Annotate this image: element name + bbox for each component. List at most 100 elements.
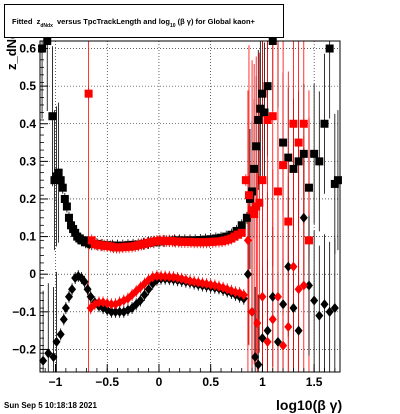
data-point <box>94 297 103 308</box>
data-point <box>258 291 267 302</box>
data-point <box>68 284 77 295</box>
data-point <box>54 168 63 177</box>
data-point <box>258 333 267 344</box>
data-point <box>279 340 288 351</box>
data-point <box>44 348 53 359</box>
x-tick-label: 0 <box>156 375 163 389</box>
data-point <box>251 351 260 362</box>
data-point <box>239 289 248 300</box>
data-point <box>250 164 259 173</box>
data-point <box>294 138 303 147</box>
data-point <box>263 336 272 347</box>
data-point <box>52 336 61 347</box>
y-tick-label: 0 <box>29 267 36 281</box>
data-point <box>64 291 73 302</box>
data-point <box>243 235 252 246</box>
data-point <box>255 198 264 207</box>
y-tick-label: −0.2 <box>12 342 36 356</box>
data-point <box>315 157 324 166</box>
data-point <box>304 280 313 291</box>
data-point <box>325 44 334 53</box>
data-point <box>107 306 116 317</box>
data-point <box>263 115 272 124</box>
data-point <box>84 89 93 98</box>
data-point <box>299 212 308 223</box>
data-point <box>62 202 71 211</box>
data-point <box>244 191 253 200</box>
data-point <box>304 236 313 245</box>
data-point <box>289 261 298 272</box>
data-point <box>279 161 288 170</box>
data-point <box>310 295 319 306</box>
data-point <box>258 89 267 98</box>
data-point <box>80 276 89 287</box>
y-tick-label: 0.2 <box>19 192 36 206</box>
data-point <box>107 299 116 310</box>
data-point <box>263 82 272 91</box>
data-point <box>83 284 92 295</box>
data-point <box>140 289 149 300</box>
data-point <box>294 157 303 166</box>
data-point <box>64 213 73 222</box>
data-point <box>263 325 272 336</box>
data-point <box>273 291 282 302</box>
data-point <box>241 176 250 185</box>
data-point <box>294 325 303 336</box>
data-point <box>289 303 298 314</box>
data-point <box>268 291 277 302</box>
data-point <box>299 149 308 158</box>
data-point <box>299 119 308 128</box>
y-tick-label: −0.1 <box>12 305 36 319</box>
x-tick-label: −1 <box>49 375 63 389</box>
data-point <box>111 306 120 317</box>
data-point <box>268 112 277 121</box>
data-point <box>61 303 70 314</box>
data-point <box>136 295 145 306</box>
data-point <box>115 306 124 317</box>
data-point <box>333 176 342 185</box>
data-point <box>254 115 263 124</box>
y-tick-label: 0.5 <box>19 79 36 93</box>
chart-title-box: Fitted zdNdx versus TpcTrackLength and l… <box>4 4 284 38</box>
data-point <box>252 142 261 151</box>
data-point <box>325 306 334 317</box>
data-point <box>243 269 252 280</box>
data-point <box>56 329 65 340</box>
y-tick-label: 0.4 <box>19 117 36 131</box>
data-point <box>273 336 282 347</box>
data-point <box>279 299 288 310</box>
data-point <box>157 271 166 282</box>
data-point <box>299 280 308 291</box>
chart-title: Fitted zdNdx versus TpcTrackLength and l… <box>12 17 255 29</box>
data-point <box>320 119 329 128</box>
data-point <box>330 303 339 314</box>
data-point <box>304 183 313 192</box>
x-tick-label: 0.5 <box>202 375 219 389</box>
x-axis-label: log10(β γ) <box>276 397 342 413</box>
data-point <box>260 108 269 117</box>
data-point <box>237 228 246 237</box>
data-point <box>59 314 68 325</box>
data-point <box>310 149 319 158</box>
data-point <box>242 213 251 222</box>
data-point <box>284 261 293 272</box>
data-point <box>284 153 293 162</box>
y-axis: −0.2 −0.1 0 0.1 0.2 0.3 0.4 0.5 0.6 <box>12 42 48 369</box>
y-tick-label: 0.3 <box>19 154 36 168</box>
data-point <box>49 351 58 362</box>
data-point <box>237 221 246 230</box>
data-point <box>60 194 69 203</box>
data-point <box>315 310 324 321</box>
y-tick-label: 0.1 <box>19 230 36 244</box>
data-point <box>58 183 67 192</box>
data-point <box>279 138 288 147</box>
x-tick-label: 1 <box>259 375 266 389</box>
data-point <box>258 176 267 185</box>
data-point <box>233 230 242 239</box>
data-point <box>268 314 277 325</box>
x-tick-label: −0.5 <box>95 375 119 389</box>
data-point <box>273 187 282 196</box>
timestamp: Sun Sep 5 10:18:18 2021 <box>4 401 97 410</box>
data-point <box>256 104 265 113</box>
y-tick-label: 0.6 <box>19 42 36 56</box>
